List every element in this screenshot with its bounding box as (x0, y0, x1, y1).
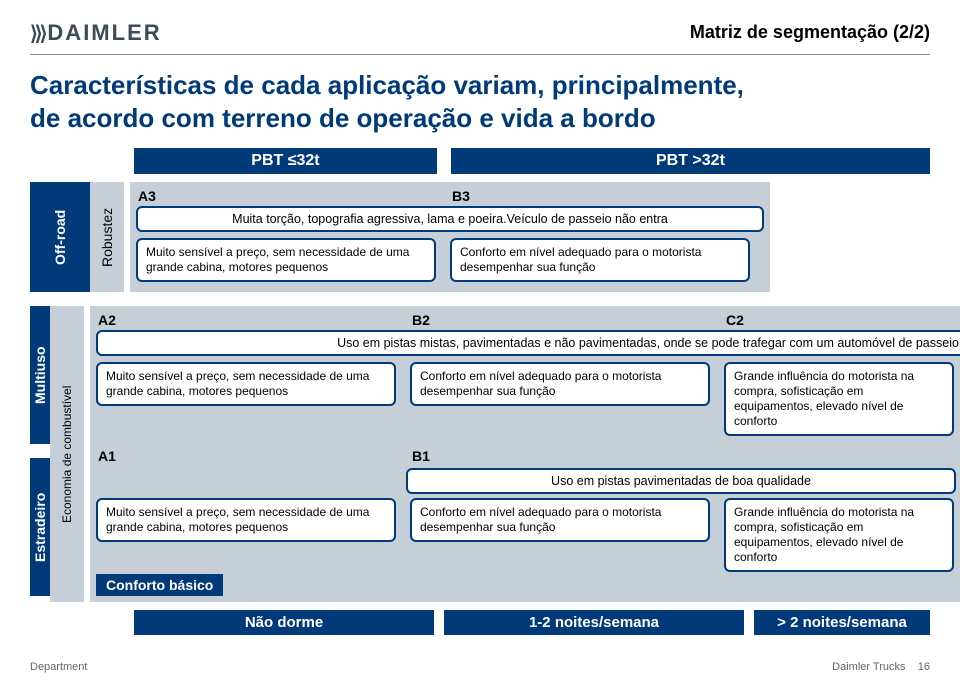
panel-top: A3 B3 Muita torção, topografia agressiva… (130, 182, 770, 292)
label-a1: A1 (96, 448, 396, 464)
footer-page: 16 (918, 661, 930, 673)
tag-conforto-basico: Conforto básico (96, 574, 223, 596)
title-rule (30, 54, 930, 55)
label-a2: A2 (96, 312, 396, 328)
box-b3: Conforto em nível adequado para o motori… (450, 238, 750, 282)
footer-right: Daimler Trucks 16 (832, 661, 930, 673)
banner-paved: Uso em pistas pavimentadas de boa qualid… (406, 468, 956, 494)
box-a1: Muito sensível a preço, sem necessidade … (96, 498, 396, 542)
logo-chevron-icon: ⟩⟩⟩ (30, 21, 44, 46)
box-a3: Muito sensível a preço, sem necessidade … (136, 238, 436, 282)
sleep-row: Não dorme 1-2 noites/semana > 2 noites/s… (134, 610, 930, 635)
pbt-left: PBT ≤32t (134, 148, 437, 174)
footer-brand: Daimler Trucks (832, 661, 905, 673)
box-b1: Conforto em nível adequado para o motori… (410, 498, 710, 542)
slide-title: Características de cada aplicação variam… (30, 69, 930, 134)
title-line1: Características de cada aplicação variam… (30, 70, 744, 100)
side-labels-top: Off-road (30, 182, 90, 292)
label-b2: B2 (410, 312, 710, 328)
side-labels-bottom: Multiuso Estradeiro (30, 306, 50, 596)
logo-text: DAIMLER (47, 20, 161, 46)
box-c2: Grande influência do motorista na compra… (724, 362, 954, 436)
box-a2: Muito sensível a preço, sem necessidade … (96, 362, 396, 406)
footer-dept: Department (30, 661, 87, 673)
label-b1: B1 (410, 448, 956, 464)
pbt-header: PBT ≤32t PBT >32t (134, 148, 930, 174)
pbt-right: PBT >32t (451, 148, 930, 174)
label-economia: Economia de combustível (50, 306, 84, 602)
slide: ⟩⟩⟩ DAIMLER Matriz de segmentação (2/2) … (0, 0, 960, 681)
label-multiuso: Multiuso (30, 306, 50, 444)
label-a3: A3 (136, 188, 436, 204)
sleep-some: 1-2 noites/semana (444, 610, 744, 635)
sleep-many: > 2 noites/semana (754, 610, 930, 635)
label-offroad: Off-road (30, 182, 90, 292)
slide-footer: Department Daimler Trucks 16 (30, 661, 930, 673)
sleep-none: Não dorme (134, 610, 434, 635)
label-b3: B3 (450, 188, 750, 204)
row-road: Multiuso Estradeiro Economia de combustí… (30, 306, 930, 602)
label-estradeiro: Estradeiro (30, 458, 50, 596)
banner-top: Muita torção, topografia agressiva, lama… (136, 206, 764, 232)
panel-bottom: A2 B2 C2 Uso em pistas mistas, pavimenta… (90, 306, 960, 602)
title-line2: de acordo com terreno de operação e vida… (30, 103, 656, 133)
label-c2: C2 (724, 312, 954, 328)
banner-mixed: Uso em pistas mistas, pavimentadas e não… (96, 330, 960, 356)
row-offroad: Off-road Robustez A3 B3 Muita torção, to… (30, 182, 930, 292)
box-c1: Grande influência do motorista na compra… (724, 498, 954, 572)
page-label: Matriz de segmentação (2/2) (690, 22, 930, 43)
label-robustez: Robustez (90, 182, 124, 292)
box-b2: Conforto em nível adequado para o motori… (410, 362, 710, 406)
